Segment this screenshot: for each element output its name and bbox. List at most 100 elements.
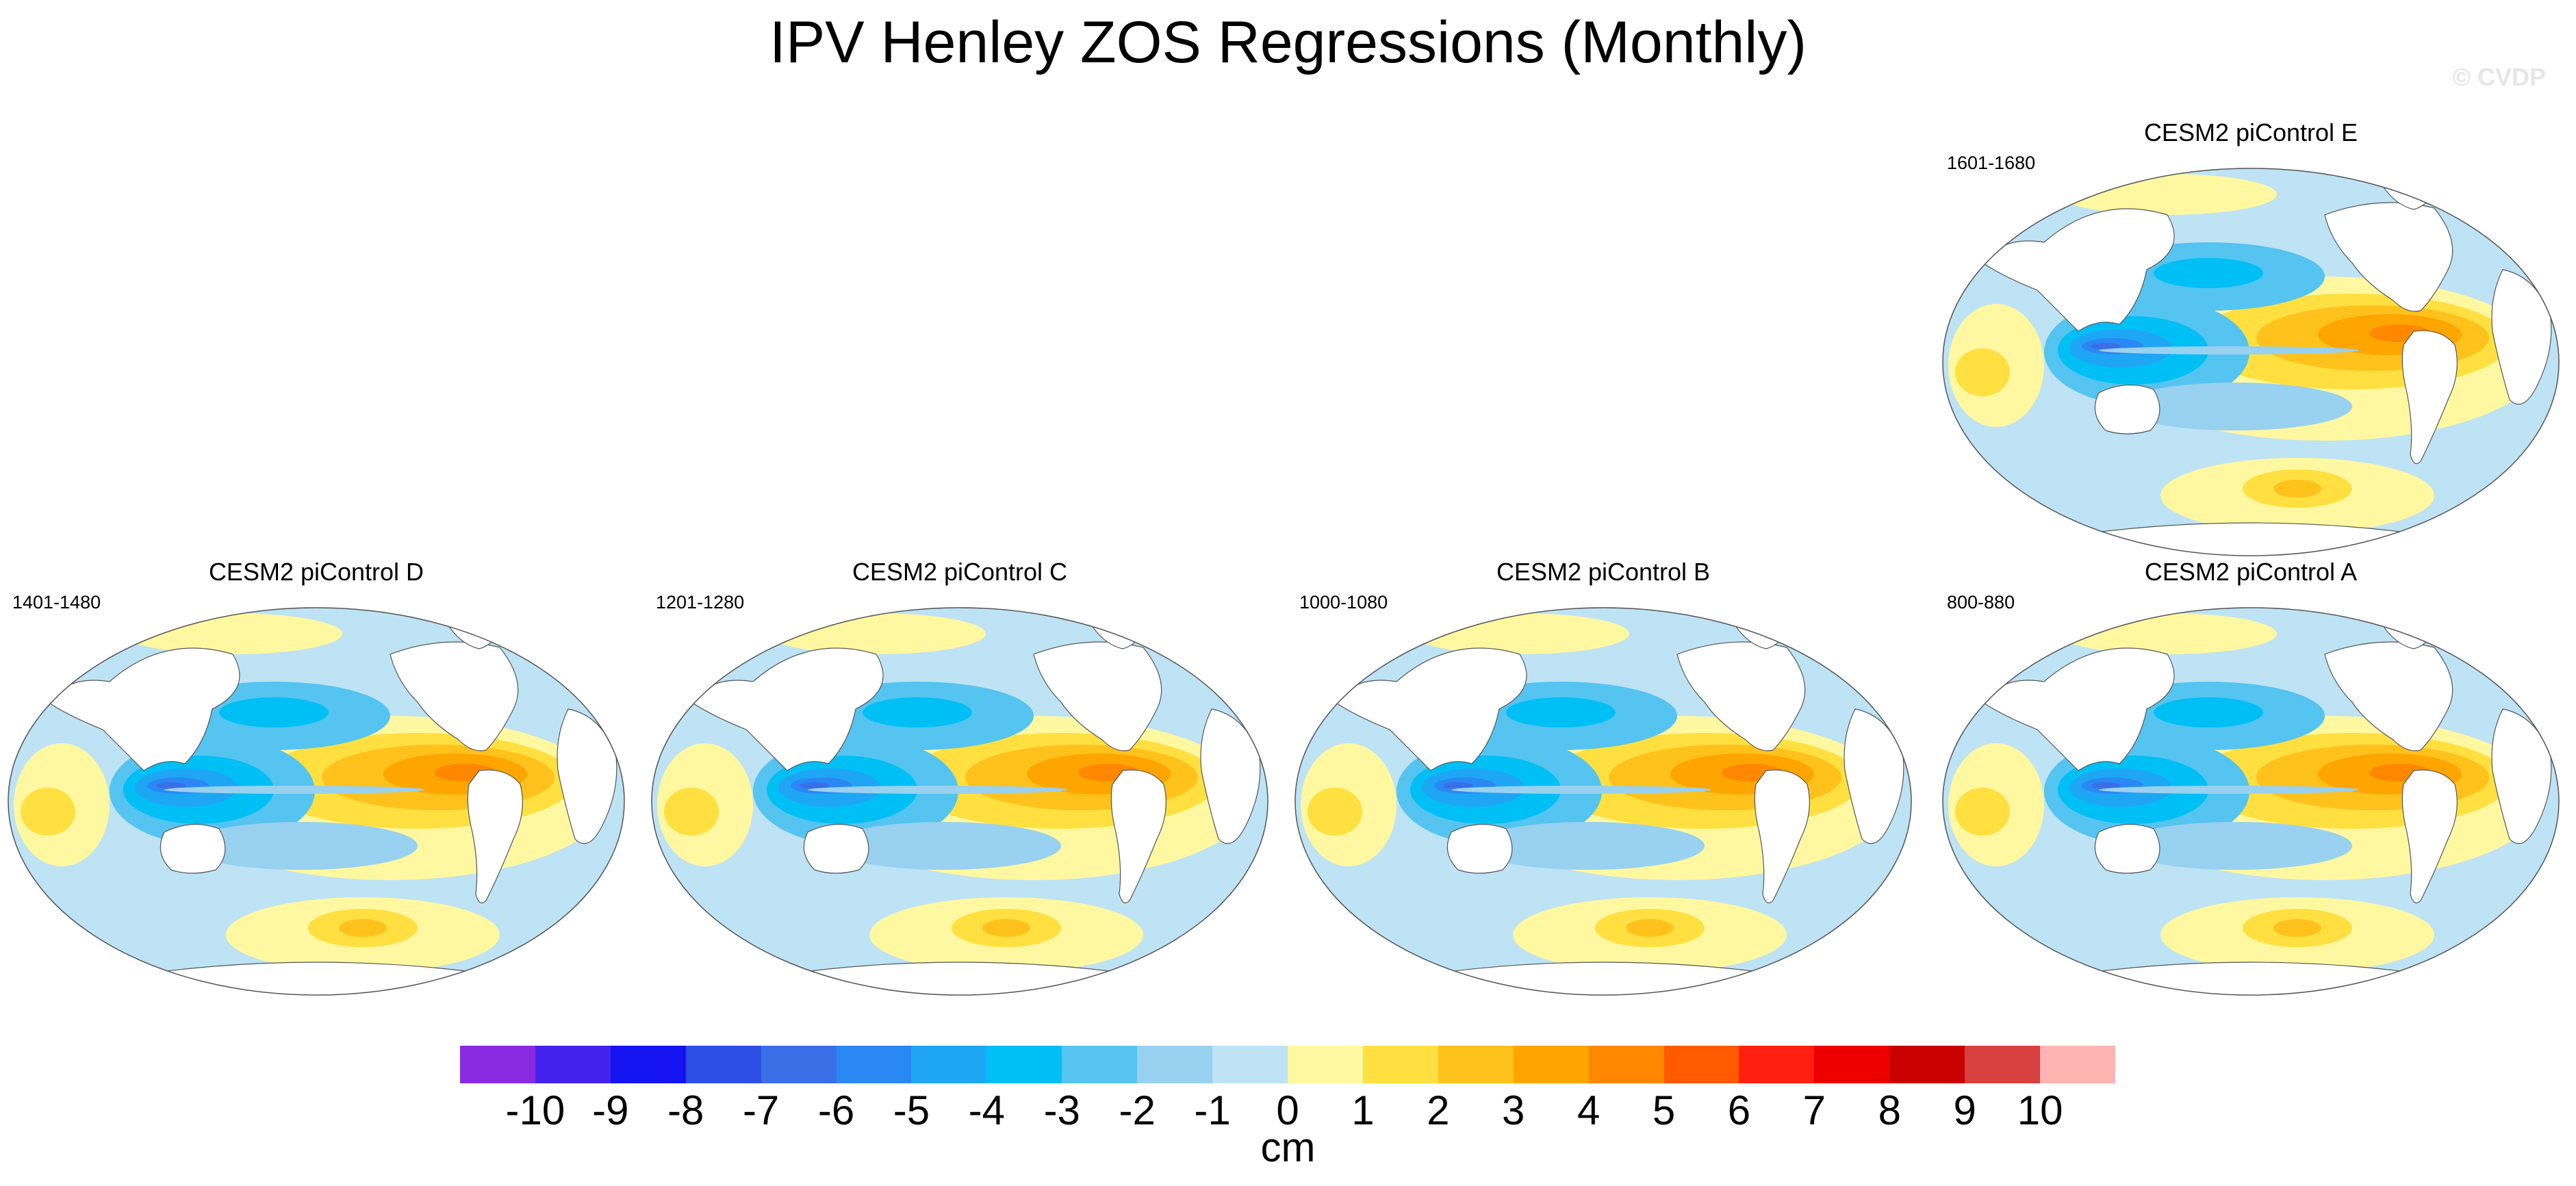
south-america-continent bbox=[467, 769, 523, 903]
colorbar-segment bbox=[1362, 1046, 1439, 1083]
north-pacific-minus3 bbox=[863, 697, 972, 727]
colorbar-tick-label: 9 bbox=[1953, 1087, 1976, 1133]
australia-continent bbox=[1446, 824, 1513, 874]
colorbar-segment bbox=[986, 1046, 1062, 1083]
colorbar-tick-label: -3 bbox=[1043, 1087, 1080, 1133]
colorbar-segment bbox=[1513, 1046, 1590, 1083]
arctic-positive-region bbox=[767, 613, 986, 654]
panel-title: CESM2 piControl D bbox=[208, 558, 424, 586]
arctic-positive-region bbox=[2058, 613, 2277, 654]
map-panel-d: CESM2 piControl D 1401-1480 bbox=[0, 557, 633, 1002]
asia-continent bbox=[1982, 647, 2175, 771]
colorbar-segment bbox=[1663, 1046, 1739, 1083]
indian-ocean-plus2 bbox=[1308, 788, 1362, 836]
indian-ocean-plus2 bbox=[1955, 348, 2010, 396]
southern-plus3 bbox=[2273, 919, 2321, 937]
south-america-continent bbox=[1110, 769, 1166, 903]
colorbar-segment bbox=[911, 1046, 987, 1083]
panel-period: 1201-1280 bbox=[656, 592, 745, 613]
panel-period: 1401-1480 bbox=[12, 592, 101, 613]
regression-map bbox=[8, 607, 625, 996]
colorbar-tick-label: 7 bbox=[1802, 1087, 1826, 1133]
asia-continent bbox=[1334, 647, 1527, 771]
west-pacific-minus6 bbox=[800, 782, 830, 789]
map-outline bbox=[651, 607, 1268, 996]
colorbar-tick-label: -10 bbox=[505, 1087, 565, 1133]
map-panel-a: CESM2 piControl A 800-880 bbox=[1935, 557, 2567, 1002]
west-pacific-minus6 bbox=[2091, 782, 2121, 789]
panel-title: CESM2 piControl B bbox=[1496, 558, 1711, 586]
arctic-positive-region bbox=[123, 613, 342, 654]
equatorial-band-minus1 bbox=[2099, 786, 2359, 794]
regression-map bbox=[1942, 607, 2560, 996]
panel-period: 1601-1680 bbox=[1947, 153, 2036, 173]
colorbar-tick-label: -4 bbox=[968, 1087, 1006, 1133]
colorbar-segment bbox=[460, 1046, 536, 1083]
south-pacific-minus2 bbox=[185, 822, 418, 870]
south-america-continent bbox=[2401, 769, 2458, 903]
colorbar-tick-label: 5 bbox=[1652, 1087, 1676, 1133]
regression-map bbox=[1942, 168, 2560, 556]
southern-plus3 bbox=[982, 919, 1030, 937]
equatorial-band-minus1 bbox=[164, 786, 424, 794]
colorbar-segment bbox=[1212, 1046, 1288, 1083]
west-pacific-minus6 bbox=[2091, 343, 2121, 350]
southern-plus3 bbox=[2273, 480, 2321, 498]
equatorial-band-minus1 bbox=[2099, 346, 2359, 354]
colorbar-tick-label: 4 bbox=[1577, 1087, 1601, 1133]
west-pacific-minus6 bbox=[1443, 782, 1473, 789]
indian-ocean-plus2 bbox=[21, 788, 75, 836]
colorbar-units: cm bbox=[1260, 1124, 1316, 1170]
southern-plus3 bbox=[339, 919, 387, 937]
north-pacific-minus3 bbox=[1506, 697, 1616, 727]
map-panel-b: CESM2 piControl B 1000-1080 bbox=[1287, 557, 1920, 1002]
indian-ocean-plus2 bbox=[664, 788, 719, 836]
equatorial-band-minus1 bbox=[1451, 786, 1711, 794]
southern-plus3 bbox=[1626, 919, 1674, 937]
colorbar-tick-label: -6 bbox=[817, 1087, 855, 1133]
colorbar-tick-label: 0 bbox=[1276, 1087, 1299, 1133]
australia-continent bbox=[2094, 824, 2160, 874]
indian-ocean-plus2 bbox=[1955, 788, 2010, 836]
colorbar-segment bbox=[1137, 1046, 1213, 1083]
north-pacific-minus3 bbox=[2154, 697, 2263, 727]
arctic-positive-region bbox=[2058, 174, 2277, 215]
colorbar-tick-label: 1 bbox=[1351, 1087, 1375, 1133]
colorbar-tick-label: -8 bbox=[667, 1087, 704, 1133]
south-pacific-minus2 bbox=[828, 822, 1061, 870]
regression-map bbox=[1295, 607, 1912, 996]
map-panel-c: CESM2 piControl C 1201-1280 bbox=[643, 557, 1276, 1002]
map-outline bbox=[1295, 607, 1912, 996]
map-outline bbox=[8, 607, 625, 996]
australia-continent bbox=[160, 824, 226, 874]
colorbar-segment bbox=[1588, 1046, 1665, 1083]
colorbar-tick-label: -5 bbox=[893, 1087, 930, 1133]
panel-title: CESM2 piControl E bbox=[2143, 118, 2358, 146]
colorbar-tick-label: 6 bbox=[1727, 1087, 1751, 1133]
asia-continent bbox=[1982, 208, 2175, 332]
asia-continent bbox=[47, 647, 240, 771]
colorbar-segment bbox=[1062, 1046, 1138, 1083]
colorbar-tick-label: -1 bbox=[1194, 1087, 1231, 1133]
west-pacific-minus6 bbox=[156, 782, 186, 789]
watermark: © CVDP bbox=[2452, 63, 2546, 91]
australia-continent bbox=[2094, 385, 2160, 435]
colorbar-segment bbox=[1288, 1046, 1364, 1083]
colorbar-tick-label: 2 bbox=[1427, 1087, 1450, 1133]
colorbar-segment bbox=[610, 1046, 687, 1083]
colorbar-segment bbox=[1889, 1046, 1965, 1083]
panel-period: 1000-1080 bbox=[1299, 592, 1388, 613]
map-outline bbox=[1942, 168, 2560, 556]
panel-title: CESM2 piControl C bbox=[852, 558, 1068, 586]
colorbar bbox=[460, 1046, 2116, 1083]
colorbar-tick-label: 10 bbox=[2017, 1087, 2063, 1133]
map-outline bbox=[1942, 607, 2560, 996]
colorbar-segment bbox=[685, 1046, 762, 1083]
colorbar-tick-label: 3 bbox=[1502, 1087, 1525, 1133]
south-america-continent bbox=[1754, 769, 1810, 903]
colorbar-segment bbox=[761, 1046, 837, 1083]
map-panel-e: CESM2 piControl E 1601-1680 bbox=[1935, 118, 2567, 563]
south-pacific-minus2 bbox=[2119, 383, 2352, 430]
colorbar-tick-label: 8 bbox=[1878, 1087, 1901, 1133]
australia-continent bbox=[803, 824, 869, 874]
